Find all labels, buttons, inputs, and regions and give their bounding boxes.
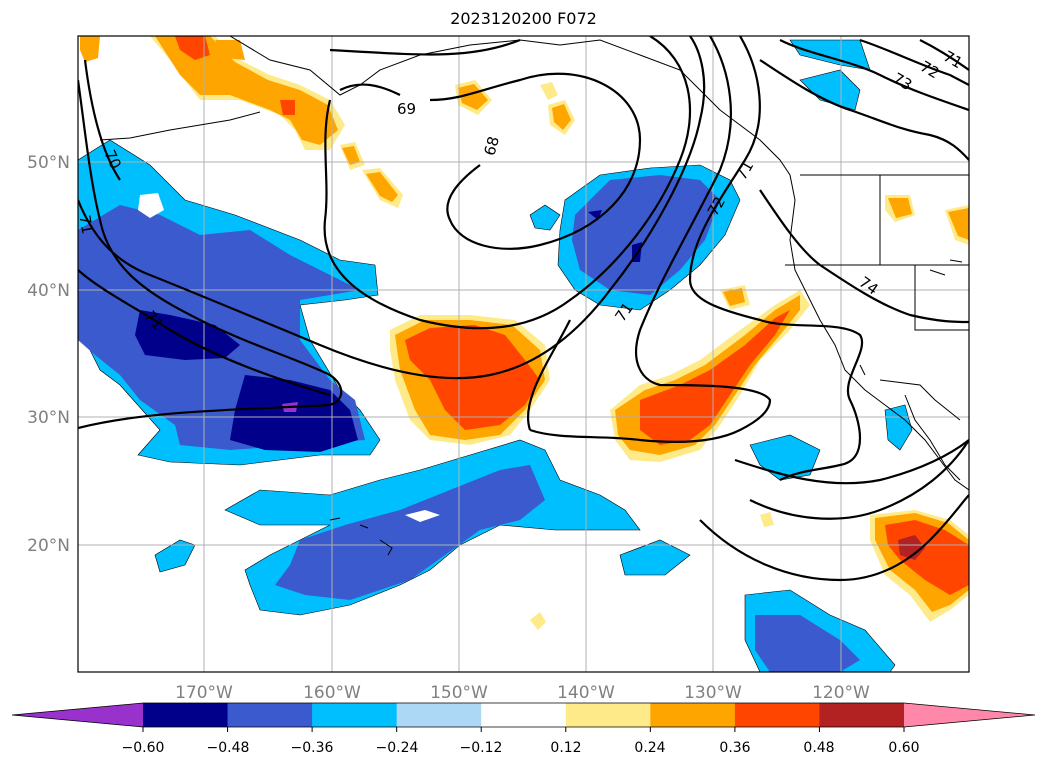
colorbar-cell (312, 703, 398, 727)
longitude-label: 160°W (303, 683, 361, 703)
longitude-label: 140°W (557, 683, 615, 703)
colorbar-cell (650, 703, 736, 727)
colorbar-tick-label: −0.24 (376, 740, 419, 756)
contour-label: 71 (75, 214, 96, 236)
map-title: 2023120200 F072 (450, 9, 597, 28)
colorbar-tick-label: 0.60 (888, 740, 919, 756)
longitude-label: 130°W (684, 683, 742, 703)
colorbar-cell (143, 703, 229, 727)
colorbar-tick-label: 0.12 (550, 740, 581, 756)
map-frame (77, 35, 970, 673)
colorbar-extend-high (904, 703, 1035, 727)
colorbar-extend-low (12, 703, 143, 727)
latitude-label: 40°N (27, 281, 70, 301)
negative-patch (749, 434, 821, 481)
longitude-label: 170°W (175, 683, 233, 703)
colorbar-cell (819, 703, 905, 727)
colorbar-cell (396, 703, 482, 727)
longitude-label: 150°W (430, 683, 488, 703)
colorbar-tick-label: −0.36 (291, 740, 334, 756)
longitude-label: 120°W (812, 683, 870, 703)
colorbar-tick-label: 0.36 (719, 740, 750, 756)
latitude-label: 30°N (27, 408, 70, 428)
negative-anomaly-core-west (135, 310, 240, 360)
coastlines (99, 36, 969, 556)
colorbar-tick-label: 0.24 (634, 740, 665, 756)
longitude-axis: 170°W 160°W 150°W 140°W 130°W 120°W (175, 683, 870, 703)
colorbar-tick-label: 0.48 (803, 740, 834, 756)
negative-patch (619, 539, 691, 576)
contour-label: 69 (397, 100, 416, 118)
negative-anomaly-region-hawaii-inner (275, 465, 545, 600)
anomaly-fill-layer (78, 36, 969, 672)
negative-patch (154, 539, 196, 573)
graticule (78, 36, 969, 672)
colorbar-tick-labels: −0.60 −0.48 −0.36 −0.24 −0.12 0.12 0.24 … (122, 740, 920, 756)
negative-patch (884, 404, 913, 451)
height-contours (78, 36, 969, 582)
colorbar-cell (481, 703, 567, 727)
colorbar: −0.60 −0.48 −0.36 −0.24 −0.12 0.12 0.24 … (11, 702, 1036, 756)
negative-patch (799, 69, 861, 111)
latitude-axis: 50°N 40°N 30°N 20°N (27, 153, 70, 556)
negative-patch (529, 204, 561, 231)
colorbar-tick-label: −0.60 (122, 740, 165, 756)
colorbar-tick-label: −0.48 (207, 740, 250, 756)
colorbar-cell (734, 703, 820, 727)
latitude-label: 20°N (27, 536, 70, 556)
colorbar-tick-label: −0.12 (460, 740, 503, 756)
colorbar-cell (565, 703, 651, 727)
colorbar-cell (227, 703, 313, 727)
contour-label: 68 (481, 134, 503, 157)
latitude-label: 50°N (27, 153, 70, 173)
